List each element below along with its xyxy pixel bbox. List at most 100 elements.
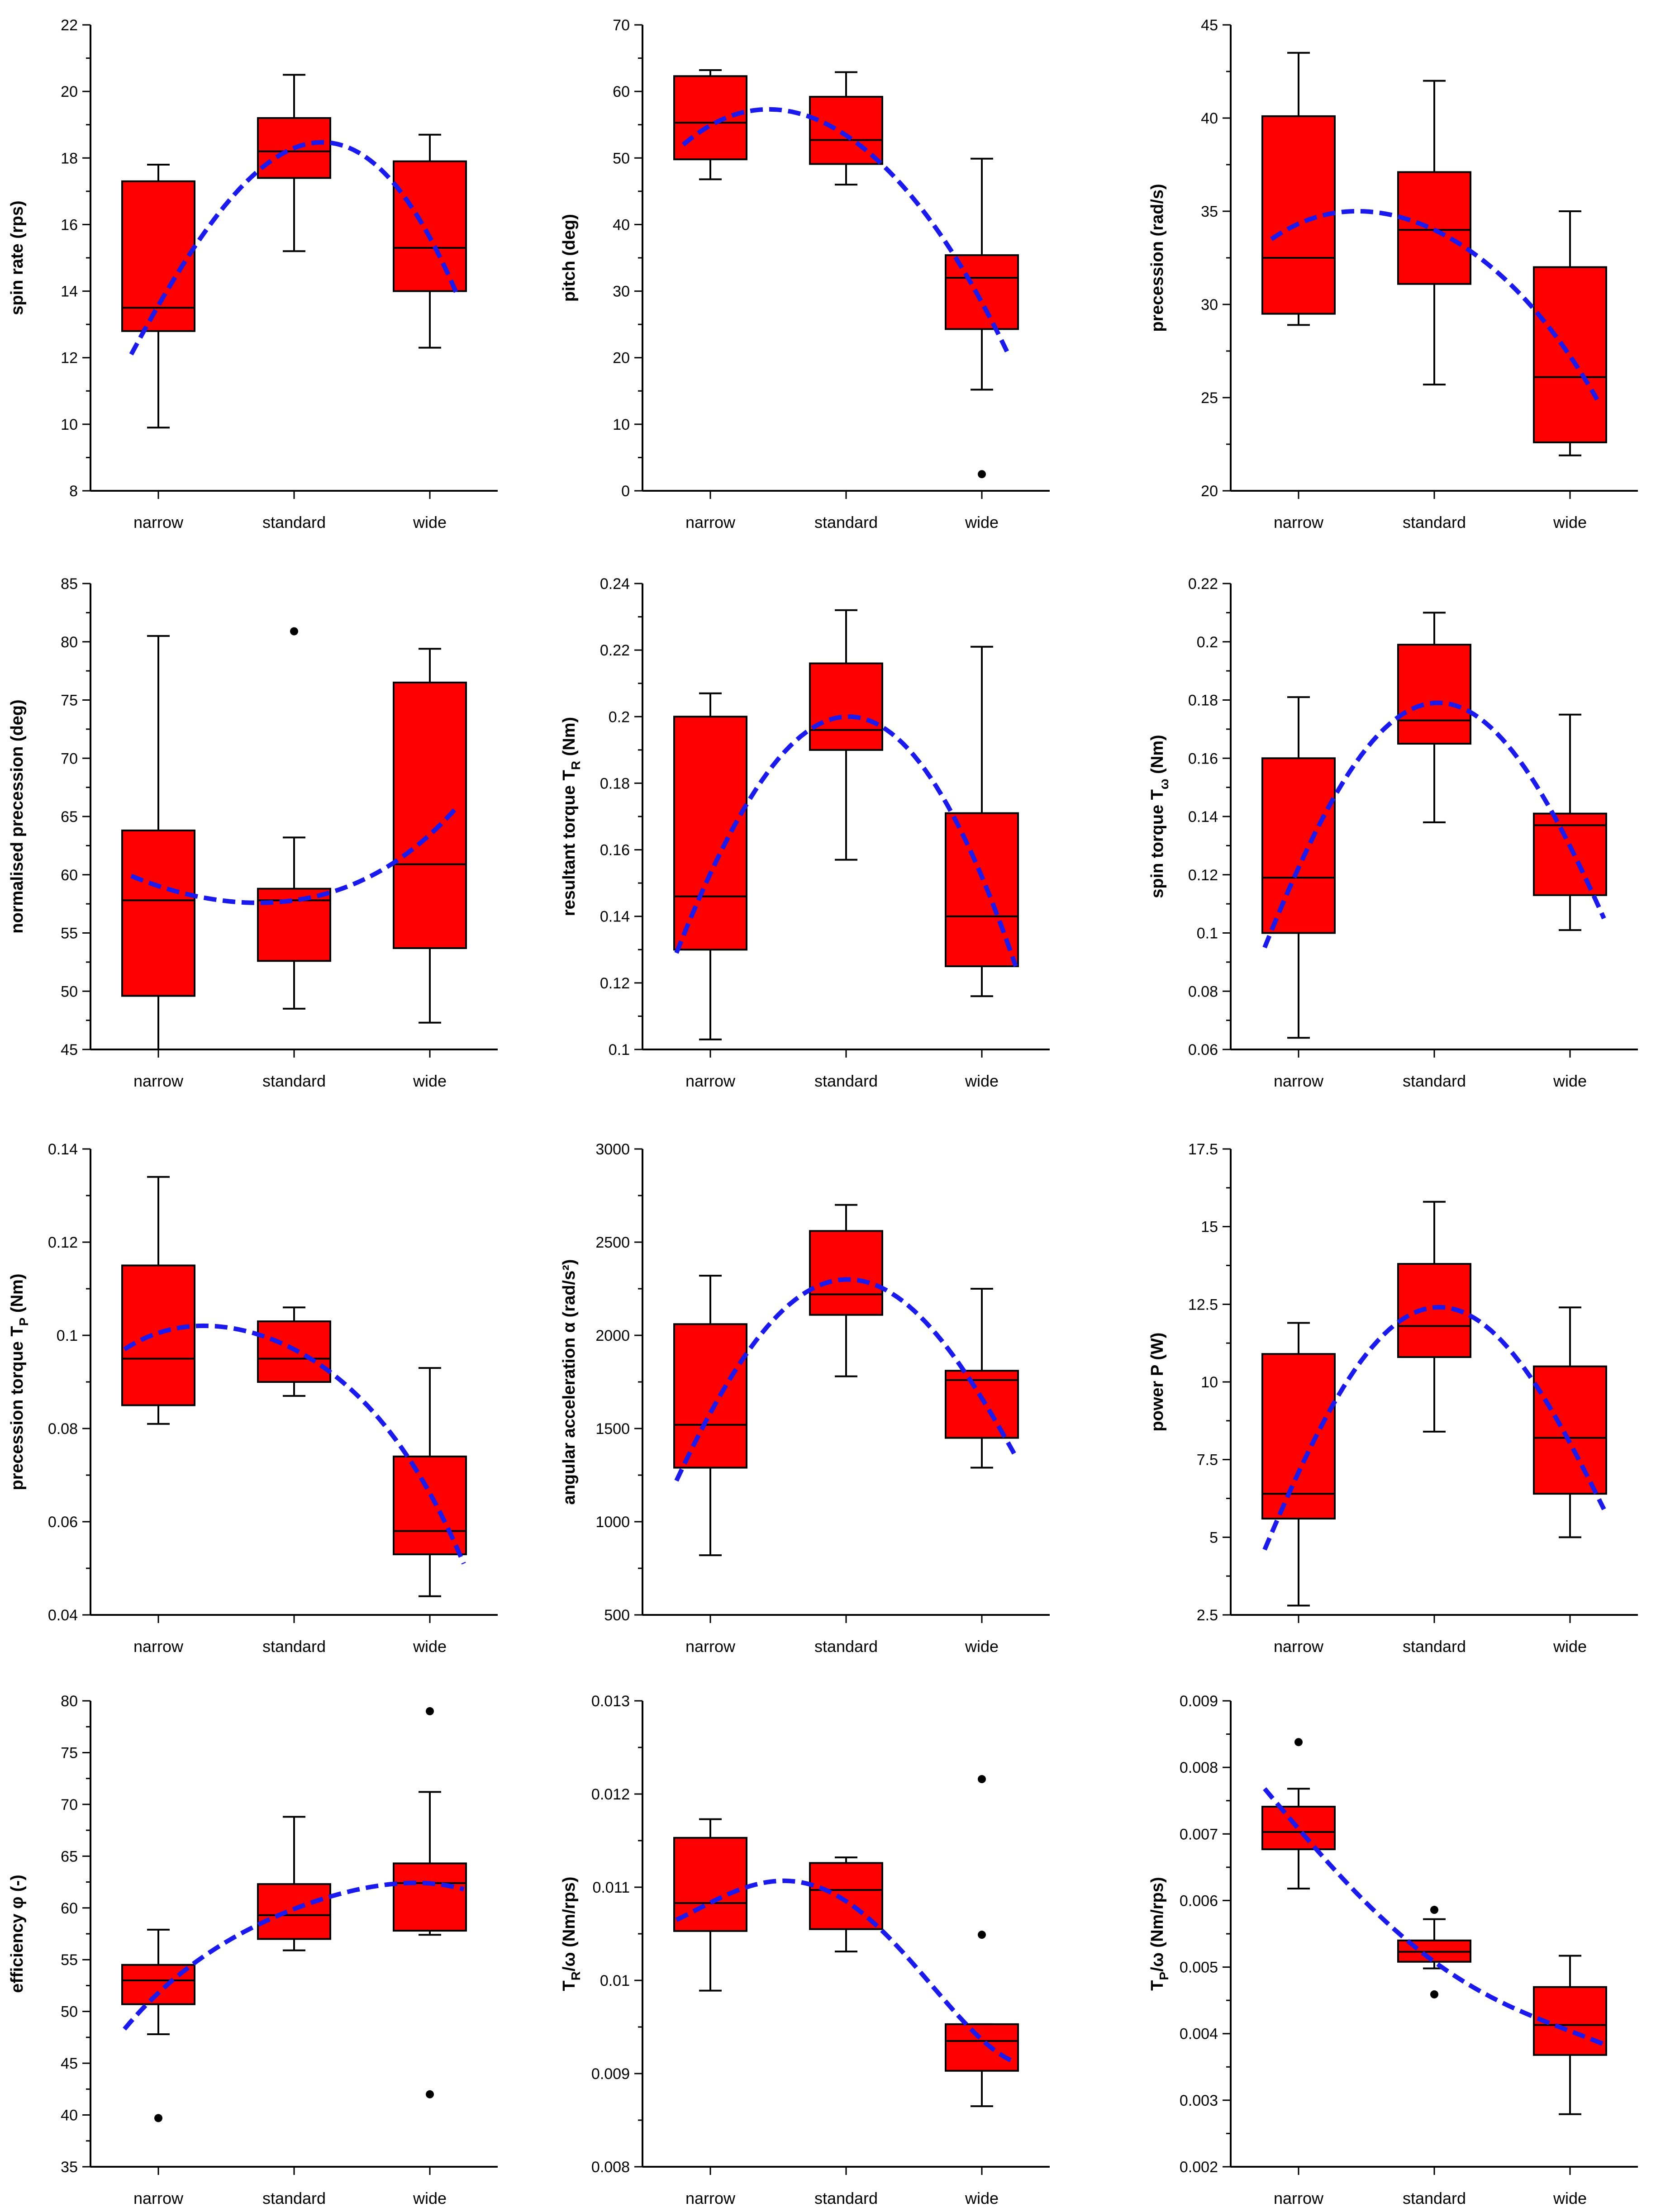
y-tick-label: 2000 <box>595 1327 630 1344</box>
x-category-label: wide <box>413 1072 447 1090</box>
y-tick-label: 0.005 <box>1180 1959 1218 1976</box>
y-tick-label: 12.5 <box>1188 1296 1218 1313</box>
box-standard <box>809 71 883 186</box>
x-category-label: wide <box>413 1637 447 1656</box>
x-category-label: wide <box>1553 513 1587 532</box>
box-narrow <box>673 1275 747 1557</box>
y-tick-label: 65 <box>61 1848 78 1865</box>
x-category-label: wide <box>965 513 999 532</box>
chart-panel-tr-over-omega: 0.008 0.009 0.01 0.011 0.012 0.013 narrow stand… <box>560 1693 1050 2207</box>
x-category-label: standard <box>262 1072 326 1090</box>
chart-panel-power: 2.5 5 7.5 10 12.5 15 17.5 narrow standard wide pow… <box>1148 1141 1638 1656</box>
outlier-point <box>978 1775 986 1784</box>
iqr-box <box>945 1370 1019 1439</box>
x-category-label: standard <box>262 1637 326 1656</box>
y-tick-label: 17.5 <box>1188 1141 1218 1158</box>
y-tick-label: 45 <box>61 2055 78 2072</box>
y-tick-label: 40 <box>1201 110 1218 127</box>
quadratic-fit-line <box>1270 209 1599 401</box>
y-tick-label: 75 <box>61 692 78 709</box>
y-tick-label: 70 <box>61 1796 78 1813</box>
box-wide <box>393 648 467 1024</box>
quadratic-fit-line <box>1263 1787 1605 2046</box>
y-tick-label: 35 <box>1201 203 1218 220</box>
x-category-label: narrow <box>133 1637 184 1656</box>
x-category-label: standard <box>814 1072 878 1090</box>
x-category-label: narrow <box>133 2189 184 2207</box>
iqr-box <box>121 180 195 332</box>
iqr-box <box>121 1264 195 1406</box>
box-standard <box>257 1306 331 1397</box>
y-tick-label: 40 <box>613 216 630 233</box>
iqr-box <box>1533 266 1607 443</box>
y-tick-label: 0.08 <box>48 1420 78 1438</box>
chart-panel-spin-torque: 0.06 0.08 0.1 0.12 0.14 0.16 0.18 0.2 0.22 narrow… <box>1148 575 1638 1090</box>
x-category-label: narrow <box>1274 1072 1324 1090</box>
y-tick-label: 0.14 <box>600 908 630 926</box>
y-tick-label: 22 <box>61 17 78 34</box>
box-narrow <box>121 1928 195 2122</box>
box-wide <box>945 157 1019 479</box>
x-category-label: narrow <box>1274 1637 1324 1656</box>
y-tick-label: 0.16 <box>1188 750 1218 767</box>
x-category-label: standard <box>814 513 878 532</box>
box-narrow <box>1261 1738 1336 1889</box>
box-narrow <box>1261 1322 1336 1607</box>
y-tick-label: 7.5 <box>1197 1452 1218 1469</box>
y-tick-label: 0.14 <box>1188 808 1218 826</box>
iqr-box <box>1261 115 1336 315</box>
iqr-box <box>1397 171 1471 285</box>
y-tick-label: 0.06 <box>48 1514 78 1531</box>
y-tick-label: 10 <box>1201 1374 1218 1391</box>
iqr-box <box>809 95 883 165</box>
y-tick-label: 0.04 <box>48 1607 78 1624</box>
iqr-box <box>121 829 195 997</box>
x-category-label: standard <box>814 2189 878 2207</box>
iqr-box <box>1397 644 1471 745</box>
y-axis-title: spin rate (rps) <box>8 200 27 315</box>
x-category-label: narrow <box>1274 2189 1324 2207</box>
y-tick-label: 2.5 <box>1197 1607 1218 1624</box>
y-axis-title: precession (rad/s) <box>1148 184 1167 332</box>
y-tick-label: 0.18 <box>1188 692 1218 709</box>
quadratic-fit-line <box>674 714 1018 967</box>
chart-panel-spin-rate: 8 10 12 14 16 18 20 22 narrow standard wide spin ra… <box>8 17 498 532</box>
quadratic-fit-line <box>1262 1305 1606 1551</box>
y-tick-label: 0.002 <box>1180 2159 1218 2176</box>
y-tick-label: 0.22 <box>1188 575 1218 593</box>
outlier-point <box>978 470 986 479</box>
y-tick-label: 0.01 <box>600 1972 630 1989</box>
chart-panel-angular-acceleration: 500 1000 1500 2000 2500 3000 narrow standard wid… <box>560 1141 1050 1656</box>
quadratic-fit-line <box>123 1323 466 1565</box>
chart-panel-efficiency: 35 40 45 50 55 60 65 70 75 80 narrow standard wide ef… <box>8 1693 498 2207</box>
y-axis-title: precession torque TP (Nm) <box>8 1274 31 1490</box>
y-tick-label: 0.1 <box>57 1327 78 1344</box>
iqr-box <box>945 2023 1019 2072</box>
iqr-box <box>393 1862 467 1932</box>
iqr-box <box>1533 812 1607 896</box>
y-tick-label: 25 <box>1201 389 1218 407</box>
quadratic-fit-line <box>675 1878 1017 2065</box>
y-tick-label: 0.1 <box>1197 925 1218 942</box>
quadratic-fit-line <box>129 140 459 356</box>
y-tick-label: 1500 <box>595 1420 630 1438</box>
iqr-box <box>673 75 747 161</box>
y-tick-label: 60 <box>61 867 78 884</box>
x-category-label: narrow <box>133 513 184 532</box>
y-tick-label: 0.2 <box>1197 634 1218 651</box>
quadratic-fit-line <box>130 806 459 905</box>
box-narrow <box>673 1818 747 1992</box>
iqr-box <box>673 716 747 951</box>
quadratic-fit-line <box>1262 700 1606 949</box>
y-tick-label: 15 <box>1201 1219 1218 1236</box>
chart-panel-precession: 20 25 30 35 40 45 narrow standard wide precession… <box>1148 17 1638 532</box>
y-tick-label: 2500 <box>595 1234 630 1251</box>
y-axis-title: TP/ω (Nm/rps) <box>1148 1877 1171 1990</box>
iqr-box <box>945 254 1019 330</box>
y-tick-label: 35 <box>61 2159 78 2176</box>
box-standard <box>1397 612 1471 823</box>
outlier-point <box>154 2114 162 2122</box>
iqr-box <box>1261 1353 1336 1520</box>
y-tick-label: 0.16 <box>600 842 630 859</box>
iqr-box <box>673 1323 747 1469</box>
